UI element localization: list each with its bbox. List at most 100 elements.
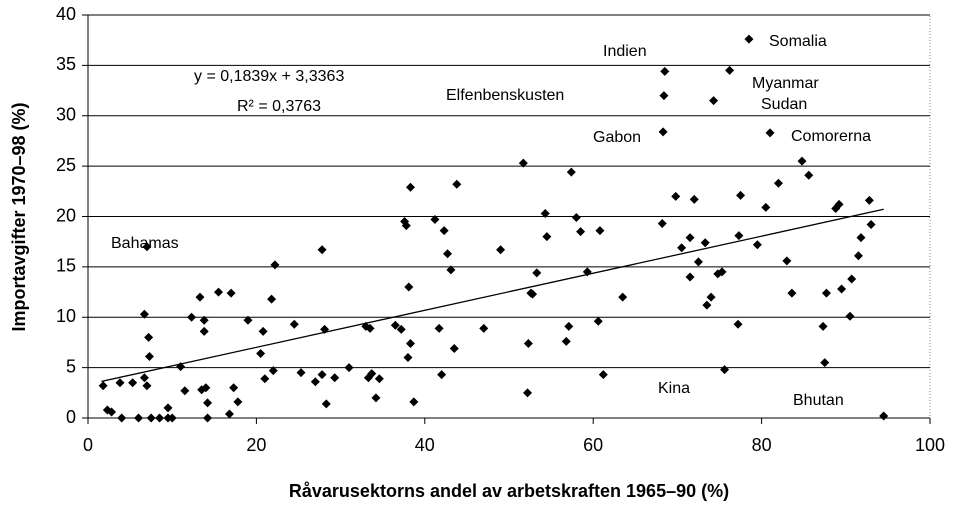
x-tick-label: 100 — [915, 435, 945, 455]
point — [446, 265, 456, 275]
point — [797, 156, 807, 166]
point — [657, 219, 667, 229]
point — [671, 191, 681, 201]
x-tick-label: 80 — [752, 435, 772, 455]
point — [146, 413, 156, 423]
point — [496, 245, 506, 255]
point — [229, 383, 239, 393]
point — [523, 338, 533, 348]
y-axis-title: Importavgifter 1970–98 (%) — [9, 102, 29, 331]
point — [256, 349, 266, 359]
point — [734, 231, 744, 241]
point-label: Sudan — [761, 96, 807, 113]
point — [576, 227, 586, 237]
point — [139, 309, 149, 319]
point — [289, 319, 299, 329]
y-tick-label: 30 — [56, 105, 76, 125]
point — [593, 316, 603, 326]
point — [523, 388, 533, 398]
point-label: Comorerna — [791, 128, 871, 145]
point — [201, 383, 211, 393]
point — [270, 260, 280, 270]
x-tick-label: 20 — [246, 435, 266, 455]
point — [367, 369, 377, 379]
y-tick-label: 20 — [56, 205, 76, 225]
point — [405, 182, 415, 192]
point — [214, 287, 224, 297]
point — [821, 288, 831, 298]
point — [390, 320, 400, 330]
point — [677, 243, 687, 253]
point — [866, 220, 876, 230]
point — [260, 374, 270, 384]
point — [115, 378, 125, 388]
point — [847, 274, 857, 284]
point — [561, 336, 571, 346]
point — [139, 373, 149, 383]
point — [409, 397, 419, 407]
point — [532, 268, 542, 278]
point — [176, 362, 186, 372]
point — [845, 311, 855, 321]
y-tick-label: 10 — [56, 306, 76, 326]
point — [744, 34, 754, 44]
point — [195, 292, 205, 302]
point — [693, 257, 703, 267]
point — [224, 409, 234, 419]
point — [437, 370, 447, 380]
point — [203, 398, 213, 408]
point-label: Bahamas — [111, 235, 179, 252]
point — [443, 249, 453, 259]
point — [598, 370, 608, 380]
point — [660, 66, 670, 76]
point — [296, 368, 306, 378]
point — [268, 366, 278, 376]
point — [449, 343, 459, 353]
point — [267, 294, 277, 304]
y-tick-label: 35 — [56, 54, 76, 74]
point — [685, 233, 695, 243]
point — [128, 378, 138, 388]
point — [452, 179, 462, 189]
point — [528, 289, 538, 299]
point — [725, 65, 735, 75]
point — [761, 202, 771, 212]
point — [702, 300, 712, 310]
point — [818, 321, 828, 331]
point — [199, 326, 209, 336]
point — [595, 226, 605, 236]
point — [320, 324, 330, 334]
point — [773, 178, 783, 188]
point — [582, 267, 592, 277]
point — [658, 127, 668, 137]
point — [134, 413, 144, 423]
point — [317, 245, 327, 255]
point — [310, 377, 320, 387]
point — [321, 399, 331, 409]
point — [479, 323, 489, 333]
point — [371, 393, 381, 403]
trend-equation: y = 0,1839x + 3,3363 — [194, 68, 344, 85]
point — [430, 215, 440, 225]
y-tick-label: 5 — [66, 356, 76, 376]
x-axis-title: Råvarusektorns andel av arbetskraften 19… — [289, 481, 729, 501]
point-label: Gabon — [593, 129, 641, 146]
x-tick-label: 60 — [583, 435, 603, 455]
point — [856, 233, 866, 243]
point-label: Myanmar — [752, 75, 819, 92]
point — [804, 170, 814, 180]
trendline — [101, 208, 884, 383]
point — [566, 167, 576, 177]
point — [689, 194, 699, 204]
point — [144, 332, 154, 342]
point — [396, 324, 406, 334]
point — [405, 338, 415, 348]
point — [403, 353, 413, 363]
point — [685, 272, 695, 282]
point — [439, 226, 449, 236]
point — [733, 319, 743, 329]
point — [717, 267, 727, 277]
point — [834, 199, 844, 209]
point — [233, 397, 243, 407]
point — [853, 251, 863, 261]
